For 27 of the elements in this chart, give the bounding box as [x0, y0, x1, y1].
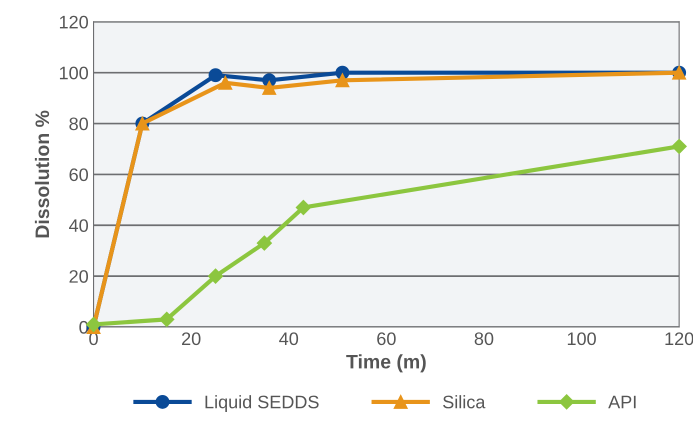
- legend-label: Liquid SEDDS: [206, 395, 319, 412]
- y-tick-label: 120: [60, 16, 88, 29]
- point: [262, 80, 276, 95]
- point: [218, 76, 232, 90]
- y-tick-label: 80: [69, 117, 88, 130]
- x-tick-label: 80: [474, 332, 494, 346]
- x-tick-label: 60: [377, 332, 396, 346]
- point: [296, 200, 311, 216]
- y-axis-title: Dissolution %: [34, 110, 50, 238]
- y-tick-label: 20: [70, 270, 88, 283]
- point: [86, 316, 102, 332]
- point: [335, 73, 350, 88]
- x-tick-label: 100: [568, 332, 596, 346]
- x-tick-label: 20: [182, 332, 200, 346]
- y-tick-label: 100: [60, 66, 88, 80]
- point: [159, 312, 174, 327]
- point: [672, 138, 687, 154]
- y-tick-label: 60: [70, 168, 88, 182]
- point: [208, 268, 224, 284]
- point: [208, 68, 222, 82]
- legend-label: Silica: [443, 395, 486, 408]
- x-tick-label: 40: [279, 332, 298, 346]
- y-tick-label: 40: [69, 219, 88, 232]
- x-axis-title: Time (m): [346, 354, 426, 372]
- legend-label: API: [608, 396, 636, 408]
- point: [256, 236, 272, 251]
- x-tick-label: 120: [665, 332, 693, 346]
